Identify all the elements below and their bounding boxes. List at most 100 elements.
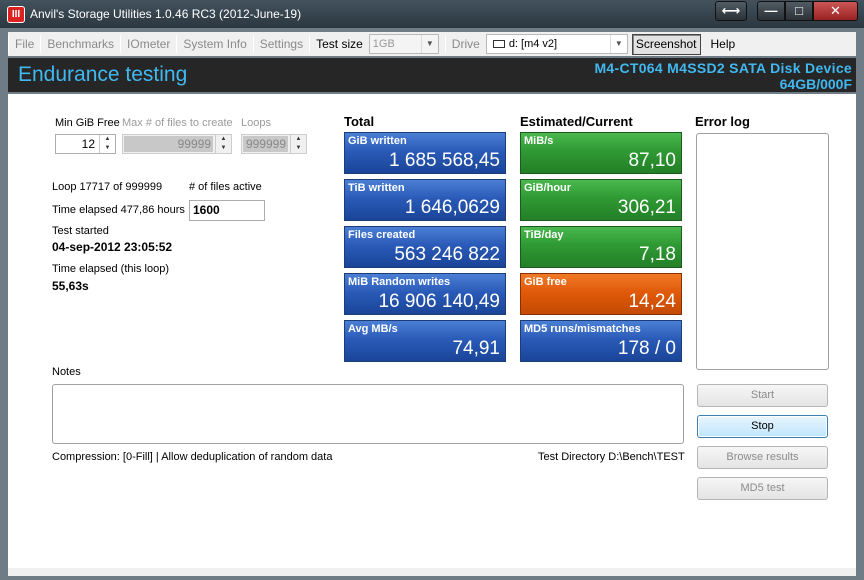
max-files-stepper[interactable]: 99999 ▲ ▼	[122, 134, 232, 154]
swap-icon[interactable]: ⟷	[715, 1, 747, 21]
time-elapsed: Time elapsed 477,86 hours	[52, 204, 185, 216]
toolbar-separator	[252, 35, 254, 53]
compression-info: Compression: [0-Fill] | Allow deduplicat…	[52, 451, 333, 463]
drive-select[interactable]: d: [m4 v2] ▼	[485, 34, 628, 54]
max-files-value: 99999	[177, 137, 211, 151]
chevron-down-icon[interactable]: ▼	[220, 145, 227, 151]
tile-label: TiB written	[348, 182, 405, 194]
toolbar-separator	[40, 35, 42, 53]
tile-gib-written: GiB written 1 685 568,45	[344, 132, 506, 174]
min-gib-free-value: 12	[81, 137, 95, 151]
loops-label: Loops	[241, 117, 271, 129]
close-button[interactable]: ✕	[813, 1, 858, 21]
window-title: Anvil's Storage Utilities 1.0.46 RC3 (20…	[30, 7, 302, 21]
test-size-select[interactable]: 1GB ▼	[368, 34, 439, 54]
toolbar-separator	[8, 35, 9, 53]
md5-test-button[interactable]: MD5 test	[697, 477, 828, 500]
app-icon: III	[7, 6, 25, 23]
menu-file[interactable]: File	[15, 37, 35, 51]
tile-value: 1 646,0629	[404, 197, 500, 218]
max-files-field-bg	[124, 136, 213, 152]
estimated-heading: Estimated/Current	[520, 114, 633, 129]
tile-value: 178 / 0	[617, 338, 676, 359]
tile-value: 16 906 140,49	[378, 291, 500, 312]
tile-label: GiB written	[348, 135, 407, 147]
test-size-label: Test size	[316, 37, 363, 51]
max-files-label: Max # of files to create	[122, 117, 233, 129]
toolbar-separator	[176, 35, 178, 53]
stop-button[interactable]: Stop	[697, 415, 828, 438]
test-started-label: Test started	[52, 225, 109, 237]
menu-iometer[interactable]: IOmeter	[127, 37, 171, 51]
tile-mib-random-writes: MiB Random writes 16 906 140,49	[344, 273, 506, 315]
chevron-down-icon[interactable]: ▼	[104, 145, 111, 151]
toolbar: File Benchmarks IOmeter System Info Sett…	[8, 32, 856, 56]
min-gib-free-stepper[interactable]: 12 ▲ ▼	[55, 134, 116, 154]
chevron-up-icon[interactable]: ▲	[104, 136, 111, 142]
loops-value: 999999	[245, 137, 286, 151]
menu-help[interactable]: Help	[710, 37, 736, 51]
drive-icon	[492, 40, 505, 49]
start-button[interactable]: Start	[697, 384, 828, 407]
maximize-button[interactable]: □	[785, 1, 813, 21]
tile-value: 87,10	[628, 150, 676, 171]
tile-tib-written: TiB written 1 646,0629	[344, 179, 506, 221]
loop-elapsed-label: Time elapsed (this loop)	[52, 263, 169, 275]
tile-value: 1 685 568,45	[389, 150, 500, 171]
files-active-label: # of files active	[189, 181, 262, 193]
min-gib-free-label: Min GiB Free	[55, 117, 120, 129]
chevron-up-icon[interactable]: ▲	[295, 136, 302, 142]
chevron-down-icon: ▼	[420, 35, 438, 53]
test-started-value: 04-sep-2012 23:05:52	[52, 240, 173, 254]
menu-settings[interactable]: Settings	[259, 37, 304, 51]
tile-value: 306,21	[617, 197, 676, 218]
device-name: M4-CT064 M4SSD2 SATA Disk Device	[594, 60, 852, 76]
test-size-value: 1GB	[372, 38, 395, 50]
tile-files-created: Files created 563 246 822	[344, 226, 506, 268]
stepper-buttons[interactable]: ▲ ▼	[99, 135, 115, 153]
minimize-button[interactable]: —	[757, 1, 785, 21]
page-title: Endurance testing	[18, 63, 188, 86]
tile-avg-mbs: Avg MB/s 74,91	[344, 320, 506, 362]
device-info: 64GB/000F	[779, 76, 852, 92]
files-active-field[interactable]: 1600	[189, 200, 265, 221]
menu-benchmarks[interactable]: Benchmarks	[47, 37, 115, 51]
tile-gib-free: GiB free 14,24	[520, 273, 682, 315]
error-log-box[interactable]	[696, 133, 829, 370]
tile-tib-per-day: TiB/day 7,18	[520, 226, 682, 268]
loop-counter: Loop 17717 of 999999	[52, 181, 163, 193]
drive-value: d: [m4 v2]	[508, 38, 558, 50]
toolbar-separator	[444, 35, 446, 53]
loop-elapsed-value: 55,63s	[52, 279, 89, 293]
browse-results-button[interactable]: Browse results	[697, 446, 828, 469]
test-directory: Test Directory D:\Bench\TEST	[538, 451, 685, 463]
tile-value: 74,91	[452, 338, 500, 359]
tile-label: Files created	[348, 229, 416, 241]
main-panel: Min GiB Free Max # of files to create Lo…	[8, 94, 856, 568]
toolbar-separator	[309, 35, 311, 53]
chevron-down-icon: ▼	[609, 35, 627, 53]
tile-label: MiB Random writes	[348, 276, 451, 288]
tile-value: 563 246 822	[394, 244, 500, 265]
screenshot-button[interactable]: Screenshot	[631, 33, 701, 55]
toolbar-separator	[120, 35, 122, 53]
tile-label: TiB/day	[524, 229, 564, 241]
notes-textarea[interactable]	[52, 384, 684, 444]
chevron-down-icon[interactable]: ▼	[295, 145, 302, 151]
tile-gib-per-hour: GiB/hour 306,21	[520, 179, 682, 221]
stepper-buttons[interactable]: ▲ ▼	[290, 135, 306, 153]
notes-label: Notes	[52, 366, 81, 378]
loops-field-bg	[243, 136, 288, 152]
loops-stepper[interactable]: 999999 ▲ ▼	[241, 134, 307, 154]
tile-label: MiB/s	[524, 135, 554, 147]
stepper-buttons[interactable]: ▲ ▼	[215, 135, 231, 153]
tile-label: MD5 runs/mismatches	[524, 323, 641, 335]
chevron-up-icon[interactable]: ▲	[220, 136, 227, 142]
error-log-heading: Error log	[695, 114, 750, 129]
window-bottom-border	[8, 568, 856, 576]
window-controls: ⟷ — □ ✕	[715, 1, 858, 22]
title-bar: III Anvil's Storage Utilities 1.0.46 RC3…	[0, 0, 864, 28]
menu-system-info[interactable]: System Info	[183, 37, 247, 51]
tile-label: GiB free	[524, 276, 567, 288]
total-heading: Total	[344, 114, 375, 129]
